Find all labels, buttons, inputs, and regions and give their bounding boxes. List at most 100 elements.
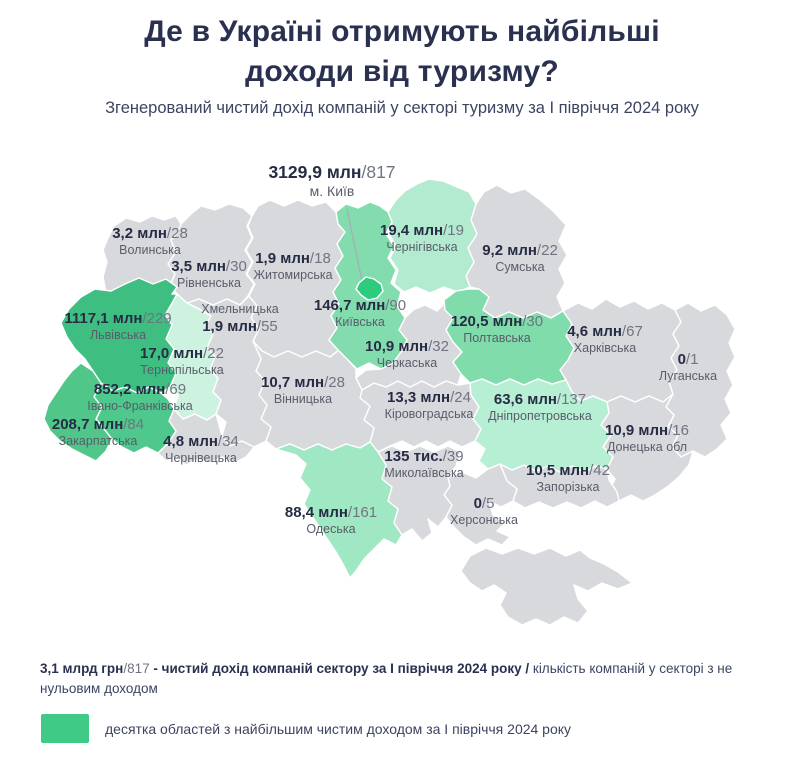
region-name: Одеська xyxy=(306,522,356,536)
region-luhansk xyxy=(665,302,736,458)
kyiv-city-leader-line xyxy=(346,208,363,282)
region-label-cherkasy: 10,9 млн/32 Черкаська xyxy=(365,337,449,371)
page-title-line1: Де в Україні отримують найбільші xyxy=(144,15,660,48)
legend-swatch-icon xyxy=(41,714,89,743)
region-label-khmelnytskyi: 1,9 млн/55 Хмельницька xyxy=(201,302,279,336)
region-value: 1,9 млн/55 xyxy=(202,318,278,335)
region-name: м. Київ xyxy=(309,183,355,199)
region-value: 3,2 млн/28 xyxy=(112,225,188,242)
region-rivne xyxy=(167,203,255,306)
region-label-donetsk: 10,9 млн/16 Донецька обл xyxy=(605,421,689,455)
region-label-mykolaiv: 135 тис./39 Миколаївська xyxy=(384,447,463,481)
region-name: Полтавська xyxy=(463,331,531,345)
region-value: 3,5 млн/30 xyxy=(171,258,247,275)
page-title: Де в Україні отримують найбільші доходи … xyxy=(0,12,804,92)
region-name: Чернігівська xyxy=(386,240,458,254)
region-label-ternopil: 17,0 млн/22 Тернопільська xyxy=(140,344,224,378)
region-dnipro xyxy=(469,378,614,473)
region-value: 10,9 млн/16 xyxy=(605,422,689,439)
region-label-zakarpattia: 208,7 млн/84 Закарпатська xyxy=(52,415,144,449)
region-name: Хмельницька xyxy=(201,302,279,316)
region-name: Івано-Франківська xyxy=(87,399,193,413)
region-name: Луганська xyxy=(658,369,718,383)
region-label-poltava: 120,5 млн/30 Полтавська xyxy=(451,312,543,346)
region-label-zaporizhzhia: 10,5 млн/42 Запорізька xyxy=(526,461,610,495)
region-name: Харківська xyxy=(573,341,637,355)
region-value: 852,2 млн/69 xyxy=(93,381,187,398)
region-value: 10,5 млн/42 xyxy=(526,462,610,479)
region-name: Вінницька xyxy=(273,392,333,406)
region-label-ivano: 852,2 млн/69 Івано-Франківська xyxy=(87,380,192,414)
region-label-chernihiv: 19,4 млн/19 Чернігівська xyxy=(380,221,464,255)
page-subtitle: Згенерований чистий дохід компаній у сек… xyxy=(105,99,699,117)
legend-swatch xyxy=(41,714,89,743)
region-value: 10,9 млн/32 xyxy=(365,338,449,355)
region-label-vinnytsia: 10,7 млн/28 Вінницька xyxy=(261,373,345,407)
footnote-total-count: /817 xyxy=(123,661,150,676)
region-poltava xyxy=(443,288,575,386)
region-label-kharkiv: 4,6 млн/67 Харківська xyxy=(567,322,643,356)
region-chernihiv xyxy=(387,178,478,294)
region-name: Львівська xyxy=(89,328,147,342)
region-value: 10,7 млн/28 xyxy=(261,374,345,391)
page-title-line2: доходи від туризму? xyxy=(245,55,559,88)
region-name: Рівненська xyxy=(177,276,241,290)
region-name: Сумська xyxy=(495,260,545,274)
region-zakarpattia xyxy=(43,362,113,462)
region-label-sumy: 9,2 млн/22 Сумська xyxy=(482,241,558,275)
region-value: 146,7 млн/90 xyxy=(313,297,407,314)
region-label-rivne: 3,5 млн/30 Рівненська xyxy=(171,257,247,291)
region-label-volyn: 3,2 млн/28 Волинська xyxy=(112,224,188,258)
region-value: 88,4 млн/161 xyxy=(284,504,378,521)
region-crimea xyxy=(460,547,633,626)
region-value: 19,4 млн/19 xyxy=(380,222,464,239)
region-label-luhansk: 0/1 Луганська xyxy=(659,350,717,384)
region-name: Житомирська xyxy=(253,268,333,282)
region-kyiv-city xyxy=(355,276,384,301)
footnote-description-regular: кількість компаній у секторі з не нульов… xyxy=(40,661,733,697)
legend-label: десятка областей з найбільшим чистим дох… xyxy=(105,720,572,737)
region-label-odesa: 88,4 млн/161 Одеська xyxy=(285,503,377,537)
region-name: Кіровоградська xyxy=(384,407,474,421)
region-label-kyiv-city: 3129,9 млн/817 м. Київ xyxy=(268,161,395,200)
footnote-total-value: 3,1 млрд грн xyxy=(40,661,124,676)
region-label-dnipro: 63,6 млн/137 Дніпропетровська xyxy=(488,390,592,424)
region-label-lviv: 1117,1 млн/229 Львівська xyxy=(64,309,171,343)
region-label-kirovohrad: 13,3 млн/24 Кіровоградська xyxy=(385,388,474,422)
region-label-kherson: 0/5 Херсонська xyxy=(450,494,518,528)
region-name: Херсонська xyxy=(450,513,518,527)
region-label-zhytomyr: 1,9 млн/18 Житомирська xyxy=(253,249,332,283)
footnote: 3,1 млрд грн/817 - чистий дохід компаній… xyxy=(40,659,740,700)
region-name: Чернівецька xyxy=(165,451,237,465)
region-value: 4,6 млн/67 xyxy=(567,323,643,340)
region-value: 1117,1 млн/229 xyxy=(64,310,172,327)
region-value: 17,0 млн/22 xyxy=(140,345,224,362)
region-value: 4,8 млн/34 xyxy=(163,433,239,450)
region-name: Тернопільська xyxy=(140,363,224,377)
region-name: Донецька обл xyxy=(606,440,688,454)
region-name: Закарпатська xyxy=(58,434,138,448)
region-name: Дніпропетровська xyxy=(488,409,592,423)
region-value: 63,6 млн/137 xyxy=(493,391,587,408)
region-value: 135 тис./39 xyxy=(384,448,464,465)
region-label-chernivtsi: 4,8 млн/34 Чернівецька xyxy=(163,432,239,466)
region-value: 9,2 млн/22 xyxy=(482,242,558,259)
region-value: 208,7 млн/84 xyxy=(51,416,145,433)
region-name: Волинська xyxy=(119,243,181,257)
region-value: 13,3 млн/24 xyxy=(387,389,471,406)
region-value: 0/1 xyxy=(677,351,699,368)
region-name: Київська xyxy=(335,315,385,329)
region-name: Запорізька xyxy=(536,480,600,494)
footnote-description-bold: - чистий дохід компаній сектору за І пів… xyxy=(149,661,533,676)
region-name: Черкаська xyxy=(376,356,438,370)
region-odesa xyxy=(275,441,403,579)
region-value: 120,5 млн/30 xyxy=(450,313,544,330)
region-value: 1,9 млн/18 xyxy=(255,250,331,267)
region-value: 3129,9 млн/817 xyxy=(268,162,396,182)
region-value: 0/5 xyxy=(473,495,495,512)
legend: десятка областей з найбільшим чистим дох… xyxy=(41,714,571,743)
region-name: Миколаївська xyxy=(384,466,464,480)
region-label-kyivska: 146,7 млн/90 Київська xyxy=(314,296,406,330)
